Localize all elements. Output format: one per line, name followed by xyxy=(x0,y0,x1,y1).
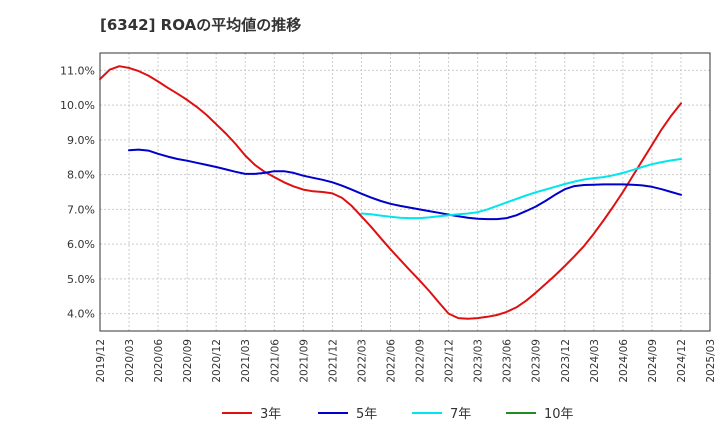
x-tick-label: 2024/06 xyxy=(618,339,630,383)
x-tick-label: 2023/03 xyxy=(473,339,485,383)
y-tick-label: 7.0% xyxy=(67,203,95,216)
legend-label: 5年 xyxy=(356,407,377,422)
y-tick-label: 6.0% xyxy=(67,238,95,251)
x-tick-label: 2020/03 xyxy=(124,339,136,383)
y-tick-label: 5.0% xyxy=(67,273,95,286)
x-tick-label: 2020/09 xyxy=(182,339,194,383)
x-tick-label: 2021/12 xyxy=(327,339,339,383)
x-tick-label: 2024/12 xyxy=(676,339,688,383)
x-tick-label: 2024/03 xyxy=(589,339,601,383)
y-tick-label: 9.0% xyxy=(67,134,95,147)
x-tick-label: 2024/09 xyxy=(647,339,659,383)
y-tick-label: 8.0% xyxy=(67,169,95,182)
x-tick-label: 2019/12 xyxy=(95,339,107,383)
x-tick-label: 2022/06 xyxy=(385,339,397,383)
series-line-7年 xyxy=(360,158,682,220)
series-line-3年 xyxy=(99,65,682,320)
y-tick-label: 10.0% xyxy=(60,99,95,112)
x-tick-label: 2022/12 xyxy=(444,339,456,383)
x-tick-label: 2022/03 xyxy=(356,339,368,383)
x-tick-label: 2025/03 xyxy=(705,339,717,383)
legend-label: 10年 xyxy=(544,407,574,422)
x-tick-label: 2023/12 xyxy=(560,339,572,383)
x-tick-label: 2020/12 xyxy=(211,339,223,383)
plot-border xyxy=(99,52,711,332)
x-tick-label: 2023/06 xyxy=(502,339,514,383)
y-tick-label: 11.0% xyxy=(60,64,95,77)
plot-area xyxy=(100,53,710,331)
x-tick-label: 2022/09 xyxy=(415,339,427,383)
series-line-5年 xyxy=(128,148,682,221)
x-tick-label: 2020/06 xyxy=(153,339,165,383)
y-tick-label: 4.0% xyxy=(67,308,95,321)
legend-label: 3年 xyxy=(260,407,281,422)
x-tick-label: 2021/03 xyxy=(240,339,252,383)
chart-title: [6342] ROAの平均値の推移 xyxy=(100,16,302,34)
x-tick-label: 2021/06 xyxy=(269,339,281,383)
x-tick-label: 2021/09 xyxy=(298,339,310,383)
legend-label: 7年 xyxy=(450,407,471,422)
x-tick-label: 2023/09 xyxy=(531,339,543,383)
